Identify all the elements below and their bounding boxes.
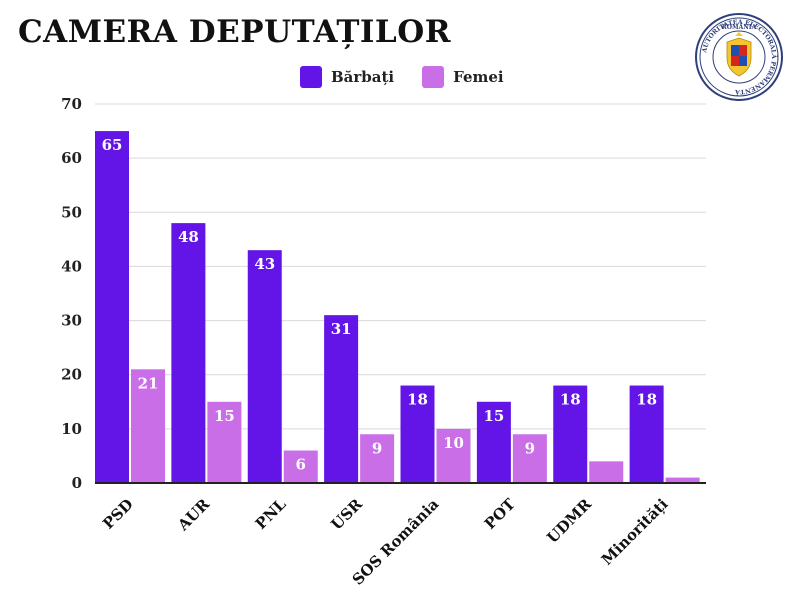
x-tick-label-udmr: UDMR (543, 495, 595, 547)
bar-women-psd (131, 369, 165, 483)
coat-of-arms-icon (726, 32, 752, 77)
bar-women-pot (512, 434, 547, 483)
data-label-women-psd: 21 (138, 374, 159, 392)
data-label-men-pnl: 43 (254, 255, 275, 273)
legend-item-women: Femei (422, 66, 504, 88)
bar-men-udmr (553, 385, 588, 483)
bar-men-minorit-i (629, 385, 664, 483)
x-tick-label-pnl: PNL (252, 495, 290, 533)
bar-men-psd (95, 131, 129, 484)
data-label-women-aur: 15 (214, 407, 235, 425)
bar-men-pot (476, 401, 511, 483)
x-tick-label-pot: POT (481, 495, 519, 533)
legend-label-women: Femei (453, 68, 504, 86)
x-tick-label-psd: PSD (99, 495, 137, 533)
x-tick-label-aur: AUR (173, 495, 213, 535)
data-label-men-udmr: 18 (560, 391, 581, 409)
y-tick-label-0: 0 (72, 474, 82, 492)
data-label-women-pnl: 6 (296, 456, 306, 474)
data-label-men-aur: 48 (178, 228, 199, 246)
page-title: CAMERA DEPUTAȚILOR (18, 14, 451, 50)
bar-men-aur (171, 223, 206, 483)
electoral-authority-seal: AUTORITATEA ELECTORALĂ PERMANENTĂ ROMÂNI… (695, 13, 783, 101)
y-tick-label-60: 60 (61, 149, 82, 167)
y-tick-label-20: 20 (61, 366, 82, 384)
data-label-men-usr: 31 (331, 320, 352, 338)
bar-men-sos-rom-nia (400, 385, 435, 483)
legend-item-men: Bărbați (300, 66, 394, 88)
chart-legend: Bărbați Femei (300, 66, 504, 88)
y-tick-label-70: 70 (61, 95, 82, 113)
legend-swatch-women (422, 66, 445, 88)
legend-swatch-men (300, 66, 322, 88)
data-label-women-pot: 9 (525, 439, 535, 457)
y-tick-label-40: 40 (61, 257, 82, 275)
data-label-men-sos-rom-nia: 18 (407, 391, 428, 409)
data-label-men-psd: 65 (102, 136, 123, 154)
bar-women-minorit-i (665, 477, 700, 483)
bar-women-sos-rom-nia (436, 428, 471, 483)
data-label-men-pot: 15 (483, 407, 504, 425)
bar-women-udmr (589, 461, 624, 483)
data-label-men-minorit-i: 18 (636, 391, 657, 409)
bar-women-aur (207, 401, 242, 483)
legend-label-men: Bărbați (331, 68, 395, 86)
y-tick-label-10: 10 (61, 420, 82, 438)
bar-women-usr (360, 434, 395, 483)
bar-men-pnl (247, 250, 282, 483)
bar-women-pnl (283, 450, 318, 483)
seal-top-text: ROMÂNIA (722, 24, 757, 31)
data-label-women-usr: 9 (372, 439, 382, 457)
y-tick-label-30: 30 (61, 312, 82, 330)
bar-men-usr (324, 315, 359, 483)
x-tick-label-usr: USR (327, 495, 366, 534)
x-tick-label-minorit-i: Minorități (598, 495, 672, 569)
data-label-women-sos-rom-nia: 10 (443, 434, 464, 452)
y-tick-label-50: 50 (61, 203, 82, 221)
